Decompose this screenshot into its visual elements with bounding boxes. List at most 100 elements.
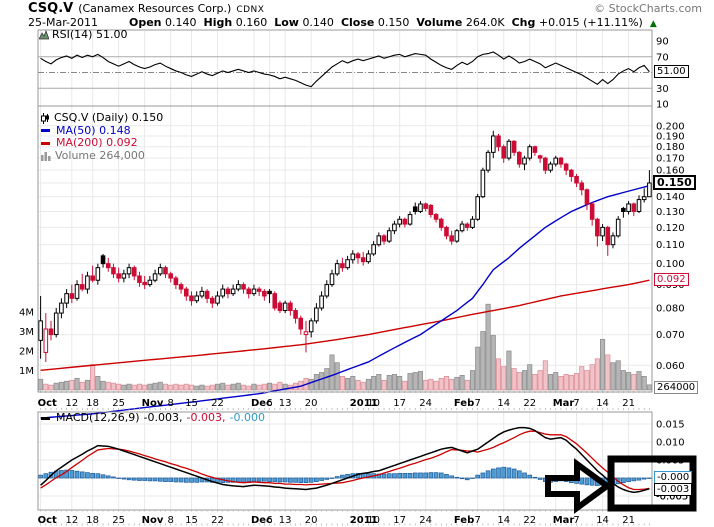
candle-body — [631, 203, 637, 212]
candle-body — [532, 146, 538, 153]
macd-axis-label: -0.005 — [656, 492, 688, 503]
macd-histogram-bar — [126, 477, 132, 481]
date-axis-label: 20 — [305, 515, 318, 526]
rsi-axis-label: 30 — [656, 84, 669, 95]
candle-body — [589, 203, 595, 220]
date-axis-label: 25 — [112, 515, 125, 526]
candle-body — [366, 253, 371, 263]
volume-bar — [162, 383, 169, 391]
volume-bar — [558, 376, 564, 391]
volume-axis-label: 2M — [19, 347, 34, 358]
volume-bar — [417, 371, 423, 391]
macd-histogram-bar — [236, 477, 241, 483]
macd-histogram-bar — [522, 472, 527, 479]
macd-histogram-bar — [173, 477, 179, 483]
header: CSQ.V (Canamex Resources Corp.) CDNX © S… — [28, 1, 710, 29]
candle-body — [615, 218, 621, 237]
volume-bar — [95, 376, 101, 391]
volume-bar — [199, 384, 205, 391]
volume-bar — [324, 368, 330, 391]
volume-bar — [147, 383, 153, 391]
panel-border — [37, 29, 653, 107]
candle-body — [600, 226, 605, 237]
macd-hist-value: -0.000 — [229, 411, 265, 424]
volume-bar — [235, 382, 241, 391]
date-axis-label: 17 — [393, 398, 406, 409]
volume-bar — [74, 377, 80, 391]
macd-histogram-bar — [256, 477, 262, 482]
volume-bar — [626, 372, 632, 391]
volume-bar — [355, 379, 361, 391]
candle-body — [293, 310, 298, 319]
volume-bar — [204, 385, 210, 391]
macd-histogram-bar — [90, 472, 95, 479]
macd-histogram-bar — [303, 477, 309, 484]
volume-bar — [402, 380, 408, 391]
price-axis-label: 0.140 — [656, 192, 685, 203]
volume-bar — [589, 364, 595, 391]
last-price-tag: 0.150 — [653, 175, 696, 190]
price-axis-label: 0.110 — [656, 240, 685, 251]
candle-body — [168, 273, 173, 279]
volume-bar — [240, 384, 247, 391]
date-axis-label: 10 — [367, 515, 380, 526]
date-axis-label: 15 — [185, 515, 198, 526]
candle-body — [433, 214, 439, 220]
macd-histogram-bar — [282, 477, 288, 483]
macd-histogram-bar — [464, 477, 470, 481]
date-axis-label: 18 — [86, 515, 99, 526]
macd-signal-value: -0.003, — [186, 411, 226, 424]
copyright: © StockCharts.com — [594, 2, 702, 15]
volume-bar — [329, 354, 335, 391]
volume-bar — [511, 368, 517, 391]
volume-bar — [43, 383, 49, 391]
macd-histogram-bar — [631, 477, 637, 482]
macd-histogram-bar — [324, 477, 330, 480]
candle-body — [163, 267, 168, 275]
volume-bar — [636, 371, 642, 391]
macd-histogram-bar — [272, 477, 278, 482]
date-axis-label: 2011 — [350, 398, 378, 409]
date-axis-label: 21 — [622, 515, 635, 526]
macd-histogram-bar — [407, 472, 413, 479]
volume-bar — [136, 383, 143, 391]
ma50-legend: MA(50) 0.148 — [41, 124, 163, 138]
candle-body — [230, 288, 236, 295]
rsi-axis-label: 10 — [656, 100, 669, 111]
candle-body — [142, 281, 147, 286]
candle-body — [288, 302, 293, 312]
volume-bar — [449, 378, 455, 391]
price-axis-label: 0.180 — [656, 142, 685, 153]
volume-bar — [168, 384, 174, 391]
candle-body — [282, 302, 288, 312]
date-axis-label: 25 — [112, 398, 125, 409]
price-axis-label: 0.070 — [656, 330, 685, 341]
macd-histogram-bar — [241, 477, 246, 483]
macd-histogram-bar — [298, 477, 304, 484]
candle-body — [105, 263, 111, 269]
candle-body — [563, 163, 569, 171]
candle-body — [480, 169, 486, 198]
volume-bar — [537, 370, 543, 391]
candle-body — [475, 196, 480, 220]
volume-bar — [610, 362, 616, 391]
candle-body — [537, 155, 543, 159]
macd-histogram-bar — [100, 474, 106, 479]
volume-bar — [53, 382, 59, 391]
candle-body — [43, 328, 49, 353]
date-axis-label: Mar — [553, 515, 575, 526]
candle-body — [277, 302, 283, 312]
volume-bar — [277, 381, 283, 391]
candle-body — [464, 223, 470, 228]
macd-histogram-bar — [516, 470, 522, 479]
candle-body — [360, 257, 366, 263]
macd-histogram-bar — [163, 477, 168, 482]
volume-bar — [615, 360, 621, 391]
date-axis-label: 22 — [523, 515, 536, 526]
volume-bar — [443, 376, 450, 391]
date-axis-label: Nov — [142, 398, 164, 409]
candle-body — [527, 146, 533, 159]
macd-line-value: -0.003, — [143, 411, 183, 424]
price-axis-label: 0.160 — [656, 166, 685, 177]
